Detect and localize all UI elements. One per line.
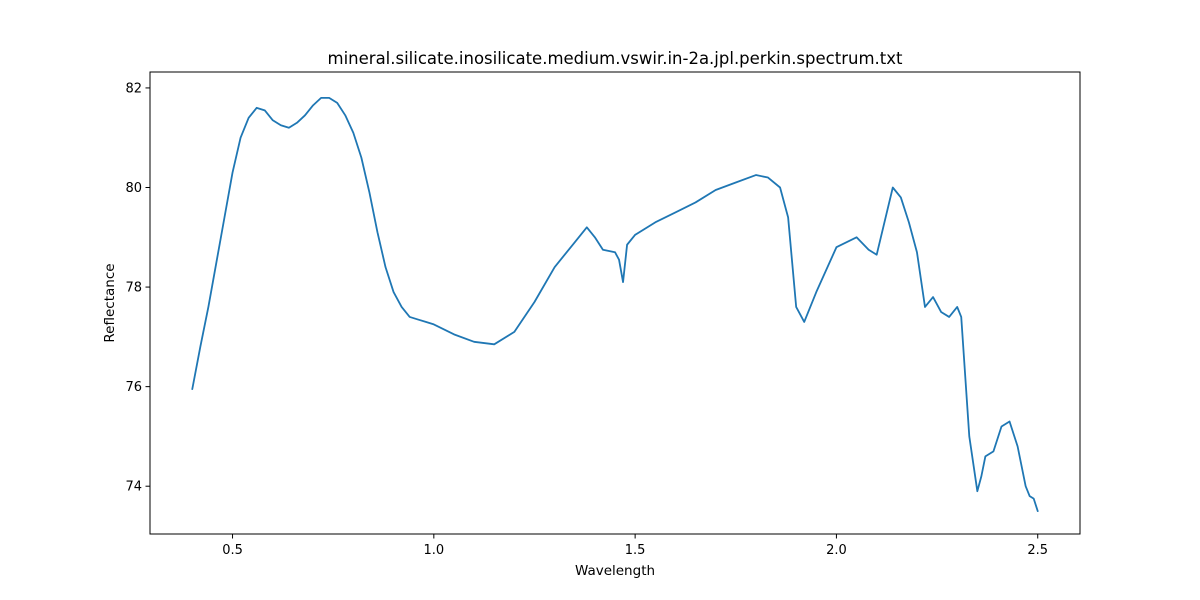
x-tick-label: 2.0 [826, 543, 847, 558]
x-tick-label: 2.5 [1027, 543, 1048, 558]
x-tick-label: 1.0 [423, 543, 444, 558]
y-tick-label: 78 [125, 281, 142, 296]
x-tick-label: 0.5 [222, 543, 243, 558]
plot-area [150, 72, 1080, 534]
y-axis: 74 76 78 80 82 [125, 81, 150, 495]
plot-frame [149, 71, 1081, 535]
series-line-spectrum [191, 96, 1039, 513]
chart-title: mineral.silicate.inosilicate.medium.vswi… [328, 49, 903, 68]
x-axis: 0.5 1.0 1.5 2.0 2.5 [222, 534, 1048, 558]
x-axis-label: Wavelength [575, 563, 655, 579]
y-tick-label: 76 [125, 380, 142, 395]
y-tick-label: 74 [125, 480, 142, 495]
y-axis-label: Reflectance [102, 263, 118, 342]
x-tick-label: 1.5 [625, 543, 646, 558]
y-tick-label: 82 [125, 81, 142, 96]
series-layer [191, 96, 1039, 513]
y-tick-label: 80 [125, 181, 142, 196]
